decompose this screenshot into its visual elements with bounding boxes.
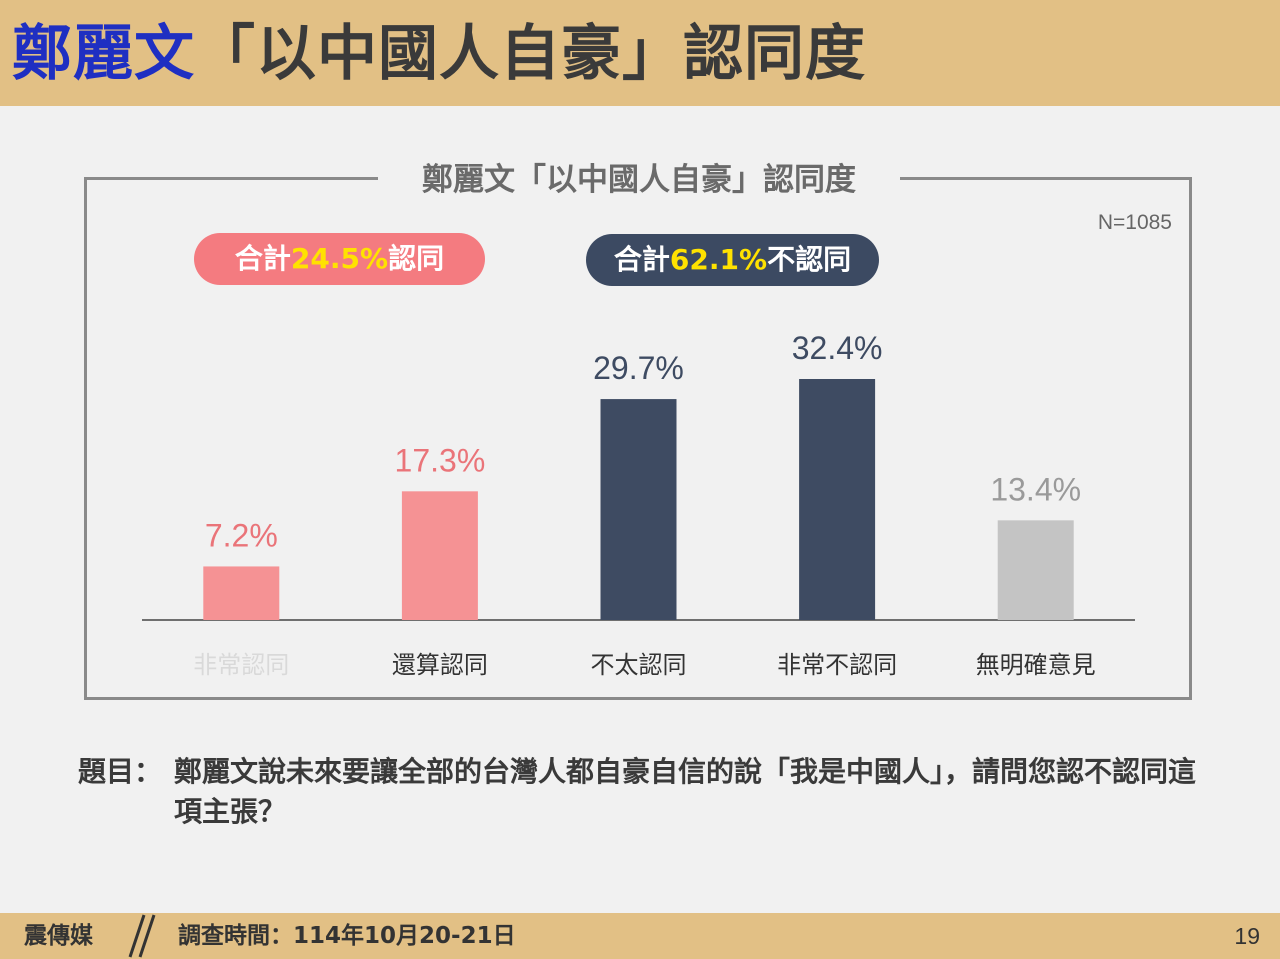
disagree-prefix: 合計 [613,243,670,276]
title-rest: 「以中國人自豪」認同度 [195,19,866,89]
brand-name: 震傳媒 [24,923,93,949]
category-label: 無明確意見 [976,651,1096,679]
disagree-total-badge: 合計62.1%不認同 [586,234,879,286]
disagree-percent: 62.1% [669,243,768,276]
bar-2 [401,491,478,620]
header-bar: 鄭麗文「以中國人自豪」認同度 [0,0,1280,106]
bar-value-label: 32.4% [792,330,883,366]
bar-4 [799,379,876,620]
survey-date: 調查時間：114年10月20-21日 [178,923,516,949]
agree-suffix: 認同 [388,242,445,275]
chart-title: 鄭麗文「以中國人自豪」認同度 [378,158,900,202]
bar-value-label: 29.7% [593,350,684,386]
bar-value-label: 7.2% [205,517,278,553]
page-number: 19 [1234,923,1260,949]
category-label: 還算認同 [392,651,488,679]
bar-3 [600,399,677,620]
question-label: 題目： [78,755,163,788]
bar-value-label: 13.4% [990,471,1081,507]
bar-value-label: 17.3% [395,442,486,478]
page-title: 鄭麗文「以中國人自豪」認同度 [12,14,866,94]
agree-percent: 24.5% [290,242,389,275]
question-text: 鄭麗文說未來要讓全部的台灣人都自豪自信的說「我是中國人」，請問您認不認同這項主張… [174,755,1197,828]
slash-divider-icon [128,914,156,958]
category-label: 非常不認同 [777,651,897,679]
footer-bar: 震傳媒 調查時間：114年10月20-21日 19 [0,913,1280,959]
title-name: 鄭麗文 [12,19,195,89]
sample-size-label: N=1085 [1097,211,1172,234]
disagree-suffix: 不認同 [767,243,852,276]
category-label: 不太認同 [591,651,687,679]
bar-5 [997,520,1074,620]
agree-total-badge: 合計24.5%認同 [194,233,485,285]
bar-1 [203,566,280,620]
category-label: 非常認同 [193,651,289,679]
agree-prefix: 合計 [234,242,291,275]
